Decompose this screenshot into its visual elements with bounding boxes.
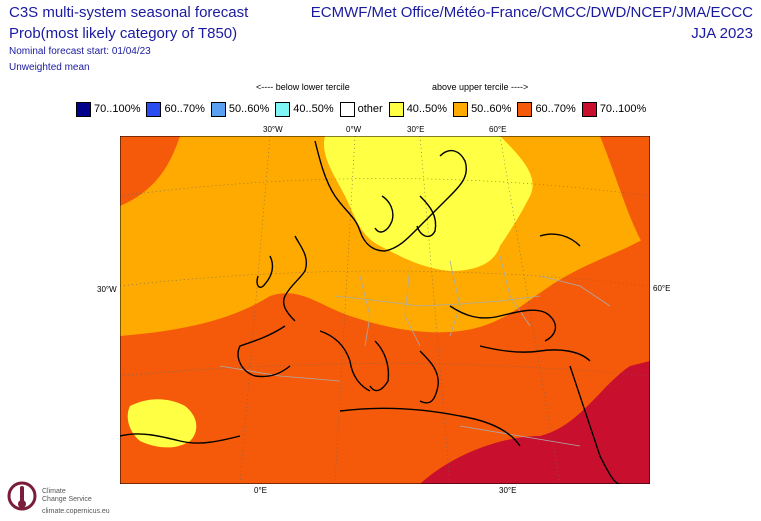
lat-tick-left: 30°W (97, 285, 117, 294)
forecast-start: Nominal forecast start: 01/04/23 (9, 46, 151, 57)
contributing-centres: ECMWF/Met Office/Météo-France/CMCC/DWD/N… (310, 4, 753, 21)
legend-item: 50..60% (210, 101, 270, 117)
legend-item: other (339, 101, 383, 117)
legend-label: 50..60% (228, 103, 270, 115)
lon-tick-top: 30°W (263, 125, 283, 134)
legend-swatch (581, 101, 597, 117)
legend-label: other (357, 103, 383, 115)
legend-label: 50..60% (471, 103, 512, 115)
probability-map (120, 136, 650, 484)
legend-label: 40..50% (406, 103, 448, 115)
field-70-100 (420, 361, 650, 484)
below-tercile-label: <---- below lower tercile (256, 82, 350, 92)
legend-label: 40..50% (293, 103, 334, 115)
legend-swatch (146, 101, 162, 117)
color-legend: 70..100% 60..70% 50..60% 40..50% other 4… (76, 100, 646, 118)
legend-swatch (517, 101, 533, 117)
legend-item: 60..70% (146, 101, 205, 117)
legend-item: 70..100% (76, 101, 141, 117)
legend-item: 60..70% (517, 101, 576, 117)
field-40-50-north (324, 136, 533, 271)
legend-label: 70..100% (94, 103, 141, 115)
field-40-50-africa (127, 399, 197, 448)
above-tercile-label: above upper tercile ----> (432, 82, 529, 92)
field-60-70-south (120, 236, 650, 484)
legend-swatch (339, 101, 355, 117)
weighting-note: Unweighted mean (9, 62, 90, 73)
c3s-emblem-icon (7, 481, 37, 511)
lon-tick-top: 0°W (346, 125, 362, 134)
legend-swatch (210, 101, 226, 117)
legend-item: 70..100% (581, 101, 647, 117)
lon-tick-bottom: 0°E (254, 486, 267, 495)
lat-tick-right: 60°E (653, 284, 671, 293)
field-60-70-west (120, 136, 180, 206)
field-60-70-northeast (600, 136, 650, 256)
brand-line1: Climate (42, 488, 66, 495)
legend-item: 40..50% (275, 101, 334, 117)
lon-tick-top: 30°E (407, 125, 425, 134)
legend-label: 70..100% (599, 103, 647, 115)
legend-label: 60..70% (535, 103, 576, 115)
brand-line2: Change Service (42, 496, 92, 503)
legend-swatch (388, 101, 404, 117)
legend-swatch (76, 101, 91, 117)
legend-swatch (453, 101, 469, 117)
legend-item: 40..50% (388, 101, 448, 117)
title-variable: Prob(most likely category of T850) (9, 25, 238, 42)
season-label: JJA 2023 (691, 25, 753, 42)
country-borders (219, 255, 611, 447)
brand-url: climate.copernicus.eu (42, 508, 110, 515)
legend-item: 50..60% (453, 101, 512, 117)
coastlines (120, 140, 621, 484)
legend-label: 60..70% (164, 103, 205, 115)
title-system: C3S multi-system seasonal forecast (9, 4, 249, 21)
lon-tick-bottom: 30°E (499, 486, 517, 495)
lon-tick-top: 60°E (489, 125, 507, 134)
legend-swatch (275, 101, 291, 117)
